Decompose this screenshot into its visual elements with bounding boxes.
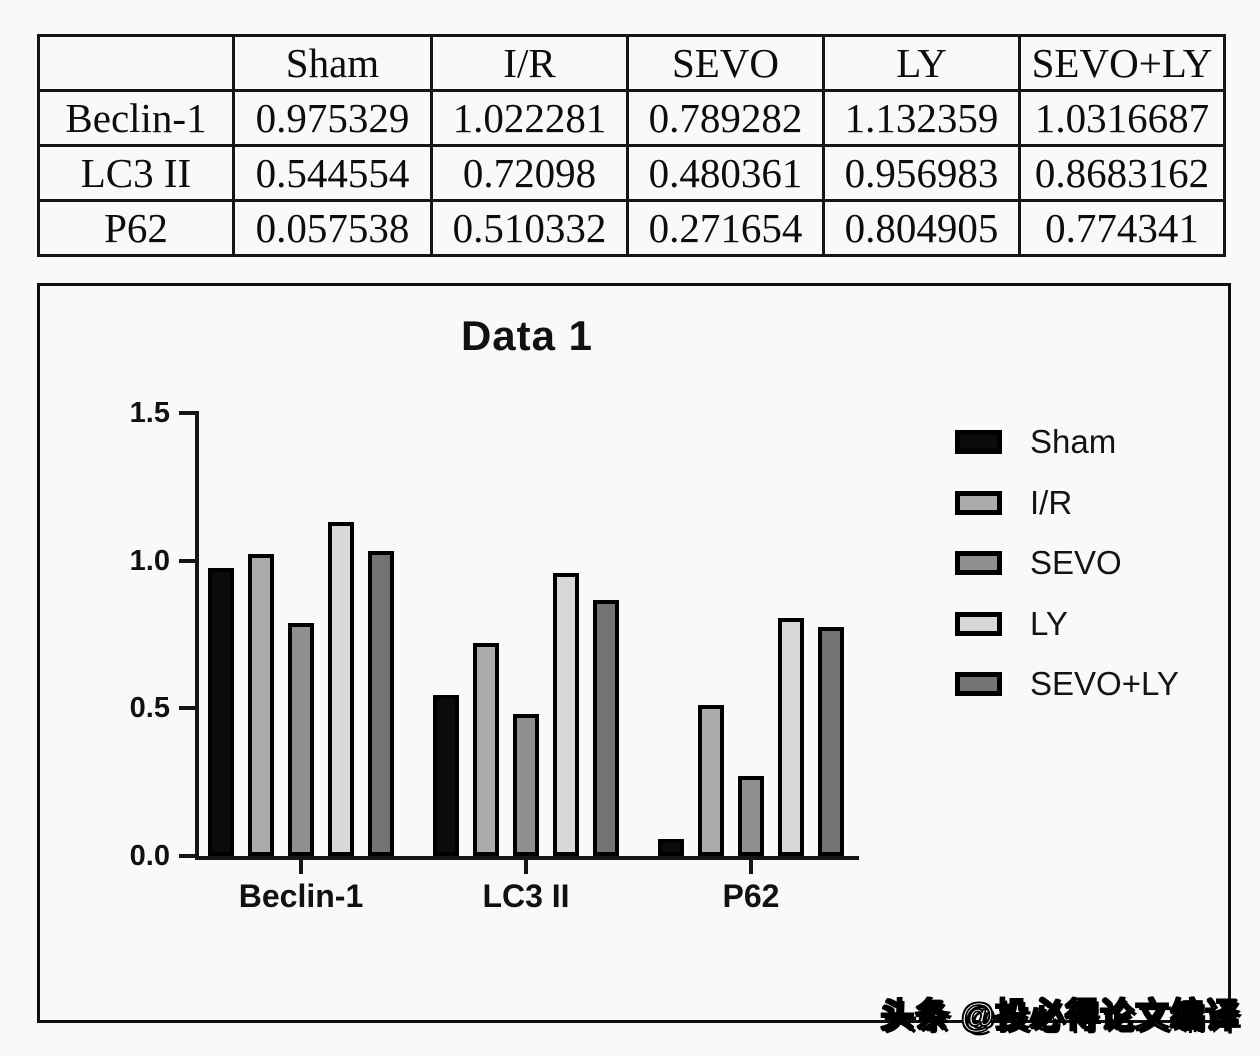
- legend-label: SEVO: [1030, 544, 1122, 581]
- value-cell: 0.804905: [822, 199, 1021, 257]
- bar-sevo-ly-lc3-ii: [593, 600, 619, 856]
- value-cell: 0.956983: [822, 144, 1021, 202]
- y-tick-label: 1.5: [129, 397, 170, 429]
- table-header-cell: Sham: [232, 34, 433, 92]
- table-corner-cell: [37, 34, 235, 92]
- bar-sevo-beclin-1: [288, 623, 314, 856]
- bar-sham-lc3-ii: [433, 695, 459, 856]
- legend-swatch: [955, 672, 1002, 696]
- legend-swatch: [955, 430, 1002, 454]
- watermark: 头条 @投必得论文编译: [880, 996, 1240, 1036]
- legend-swatch: [955, 490, 1002, 515]
- legend-swatch: [955, 611, 1002, 636]
- value-cell: 0.544554: [232, 144, 433, 202]
- x-tick-label: Beclin-1: [238, 878, 364, 914]
- table-header-cell: SEVO+LY: [1018, 34, 1226, 92]
- x-tick-label: P62: [722, 878, 780, 914]
- legend-label: Sham: [1030, 423, 1117, 460]
- value-cell: 1.022281: [430, 89, 629, 147]
- value-cell: 0.975329: [232, 89, 433, 147]
- value-cell: 0.72098: [430, 144, 629, 202]
- row-label-cell: Beclin-1: [37, 89, 235, 147]
- y-tick: [179, 706, 195, 711]
- value-cell: 0.8683162: [1018, 144, 1226, 202]
- row-label-cell: LC3 II: [37, 144, 235, 202]
- bar-sham-beclin-1: [208, 568, 234, 856]
- y-tick: [179, 558, 195, 563]
- legend-label: SEVO+LY: [1030, 665, 1179, 702]
- y-tick: [179, 854, 195, 858]
- x-tick-label: LC3 II: [482, 878, 570, 914]
- bar-ly-p62: [778, 618, 804, 856]
- row-label-cell: P62: [37, 199, 235, 257]
- bar-i-r-p62: [698, 705, 724, 856]
- bar-sevo-ly-beclin-1: [368, 551, 394, 856]
- legend-swatch: [955, 551, 1002, 575]
- value-cell: 0.271654: [626, 199, 825, 257]
- value-cell: 0.789282: [626, 89, 825, 147]
- value-cell: 1.132359: [822, 89, 1021, 147]
- table-header-row: Sham I/R SEVO LY SEVO+LY: [37, 34, 1226, 92]
- table-header-cell: SEVO: [626, 34, 825, 92]
- x-axis-line: [195, 856, 859, 860]
- legend-row: SEVO: [955, 544, 1122, 582]
- legend-row: Sham: [955, 423, 1116, 461]
- value-cell: 0.774341: [1018, 199, 1226, 257]
- table-header-cell: LY: [822, 34, 1021, 92]
- value-cell: 0.057538: [232, 199, 433, 257]
- bar-i-r-beclin-1: [248, 554, 274, 856]
- x-tick: [749, 860, 753, 874]
- chart-frame: Data 1 0.0 0.5 1.0 1.5 Beclin-1 LC3 II P62 Sha…: [37, 283, 1231, 1023]
- legend-row: LY: [955, 605, 1068, 643]
- value-cell: 0.480361: [626, 144, 825, 202]
- y-tick-label: 0.0: [129, 840, 170, 872]
- bar-i-r-lc3-ii: [473, 643, 499, 856]
- x-tick: [524, 860, 528, 874]
- legend-label: LY: [1030, 604, 1068, 642]
- table-row: Beclin-1 0.975329 1.022281 0.789282 1.132359…: [37, 89, 1226, 147]
- bar-ly-beclin-1: [328, 522, 354, 856]
- bar-sevo-ly-p62: [818, 627, 844, 856]
- bar-sevo-lc3-ii: [513, 714, 539, 856]
- bar-ly-lc3-ii: [553, 573, 579, 856]
- y-tick-label: 1.0: [129, 544, 170, 577]
- legend-label: I/R: [1030, 483, 1073, 521]
- y-tick-label: 0.5: [129, 692, 170, 725]
- chart-title: Data 1: [460, 312, 594, 359]
- table-header-cell: I/R: [430, 34, 629, 92]
- bar-sevo-p62: [738, 776, 764, 856]
- legend-row: I/R: [955, 484, 1072, 522]
- legend-row: SEVO+LY: [955, 665, 1179, 703]
- results-table: Sham I/R SEVO LY SEVO+LY Beclin-1 0.975329 1.0…: [37, 34, 1226, 257]
- x-tick: [299, 860, 303, 874]
- bar-sham-p62: [658, 839, 684, 856]
- value-cell: 1.0316687: [1018, 89, 1226, 147]
- table-row: P62 0.057538 0.510332 0.271654 0.804905 0.774…: [37, 199, 1226, 257]
- value-cell: 0.510332: [430, 199, 629, 257]
- y-tick: [179, 411, 195, 415]
- y-axis-line: [195, 411, 199, 860]
- table-row: LC3 II 0.544554 0.72098 0.480361 0.956983 0.8…: [37, 144, 1226, 202]
